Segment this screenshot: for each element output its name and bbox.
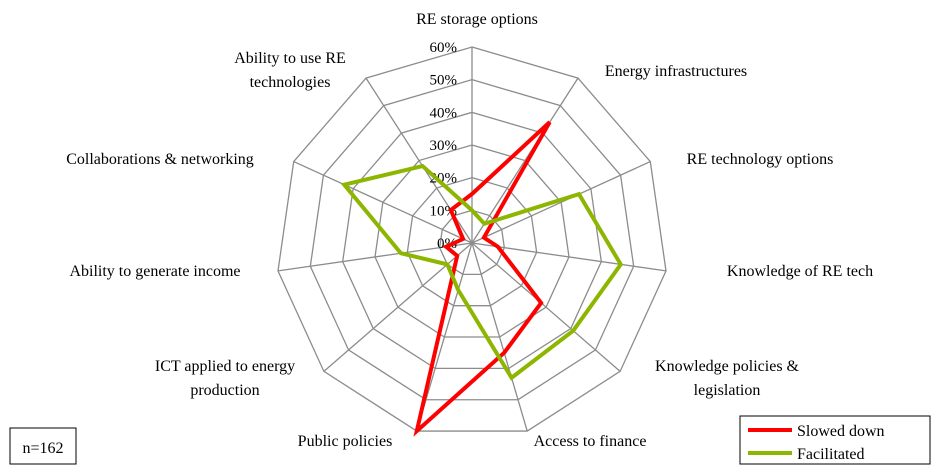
grid-ring	[438, 209, 506, 275]
y-tick-label: 30%	[430, 138, 458, 154]
spoke	[293, 160, 473, 244]
category-label: Public policies	[298, 433, 393, 450]
category-label: Collaborations & networking	[66, 151, 254, 168]
annotation: n=162	[22, 440, 63, 457]
series-line	[340, 163, 624, 381]
y-tick-label: 20%	[430, 171, 458, 187]
legend-box	[739, 415, 931, 465]
category-label: ICT applied to energy production	[155, 358, 295, 399]
category-label: RE technology options	[687, 151, 834, 168]
category-label: Access to finance	[534, 433, 647, 450]
category-label: Knowledge of RE tech	[727, 263, 873, 280]
grid-ring	[374, 144, 570, 338]
grid-ring	[277, 46, 667, 432]
series-line	[413, 120, 552, 437]
category-label: RE storage options	[416, 11, 538, 28]
category-label: Energy infrastructures	[605, 63, 747, 80]
legend-label: Slowed down	[797, 423, 885, 440]
y-tick-label: 50%	[430, 73, 458, 89]
y-tick-label: 40%	[430, 105, 458, 121]
y-tick-label: 60%	[430, 40, 458, 56]
category-label: Knowledge policies & legislation	[655, 358, 800, 399]
spoke	[471, 160, 651, 244]
spoke	[471, 77, 579, 244]
spoke	[277, 242, 473, 272]
category-label: Ability to use RE technologies	[234, 50, 346, 91]
spoke	[471, 242, 528, 432]
y-tick-label: 0%	[437, 236, 457, 252]
y-tick-label: 10%	[430, 203, 458, 219]
category-label: Ability to generate income	[69, 263, 240, 280]
legend-label: Facilitated	[797, 446, 865, 463]
spoke	[323, 242, 473, 372]
annotation-box	[9, 427, 77, 465]
grid-ring	[309, 78, 635, 401]
spoke	[471, 242, 667, 272]
spoke	[471, 242, 621, 372]
